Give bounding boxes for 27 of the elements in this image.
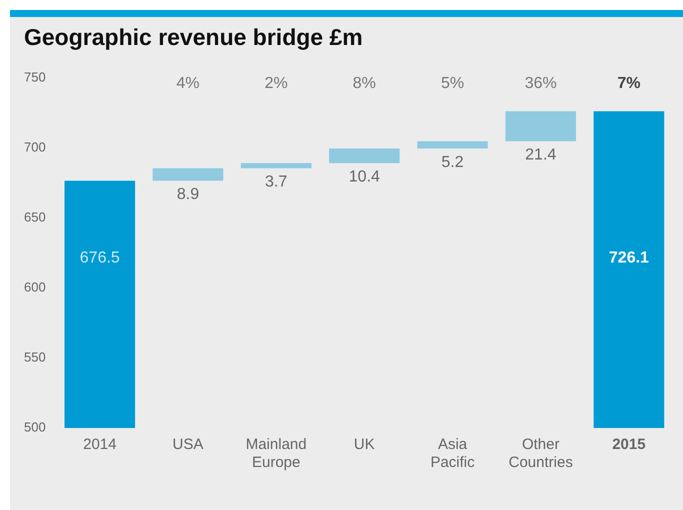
data-label: 676.5	[80, 249, 120, 266]
annotation: 2%	[264, 75, 288, 92]
data-label: 21.4	[525, 146, 556, 164]
data-label: 3.7	[265, 174, 288, 191]
annotation: 36%	[524, 75, 557, 92]
x-tick-label: Asia Pacific	[430, 436, 476, 472]
annotation: 5%	[440, 75, 464, 92]
x-tick-label: USA	[172, 436, 204, 454]
y-tick-label: 600	[24, 280, 46, 294]
annotation: 4%	[176, 75, 200, 92]
data-label: 8.9	[176, 186, 200, 204]
x-tick-label: 2014	[83, 436, 116, 454]
x-tick-label: UK	[354, 436, 375, 454]
x-tick-label: Other Countries	[508, 436, 573, 472]
y-tick-label: 650	[24, 209, 46, 224]
y-tick-label: 700	[24, 139, 46, 154]
y-tick-label: 500	[24, 420, 46, 435]
y-tick-label: 750	[24, 69, 46, 84]
data-label: 5.2	[441, 154, 464, 171]
annotation: 8%	[352, 75, 376, 92]
chart-title: Geographic revenue bridge £m	[24, 24, 363, 51]
data-label: 726.1	[608, 249, 650, 266]
x-tick-label: 2015	[612, 436, 646, 454]
x-tick-label: Mainland Europe	[246, 436, 307, 472]
data-label: 10.4	[348, 168, 380, 186]
y-tick-label: 550	[24, 350, 46, 365]
annotation: 7%	[617, 75, 640, 92]
